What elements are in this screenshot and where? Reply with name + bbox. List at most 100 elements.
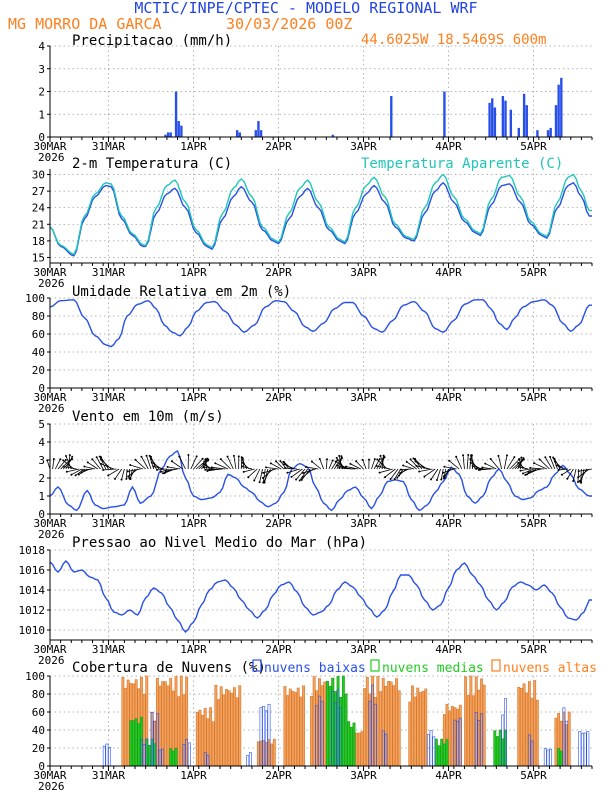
wind-vector-head bbox=[102, 469, 104, 471]
cloud-bar-nuvens-altas bbox=[122, 677, 124, 766]
wind-vector-head bbox=[520, 457, 522, 459]
wind-vector-head bbox=[69, 454, 71, 456]
wind-vector-head bbox=[279, 460, 281, 462]
cloud-bar-nuvens-altas bbox=[265, 742, 267, 766]
wind-vector-head bbox=[448, 460, 450, 462]
precip-bar bbox=[257, 121, 259, 137]
cloud-bar-nuvens-altas bbox=[201, 715, 203, 766]
wind-vector-head bbox=[167, 466, 169, 468]
legend-mid-swatch bbox=[371, 660, 379, 671]
precip-bar bbox=[510, 110, 512, 137]
cloud-bar-nuvens-baixas bbox=[108, 747, 110, 766]
cloud-bar-nuvens-altas bbox=[186, 677, 188, 766]
x-tick-label: 4APR bbox=[435, 266, 462, 279]
cloud-bar-nuvens-altas bbox=[183, 695, 185, 766]
precip-bar bbox=[502, 96, 504, 137]
cloud-bar-nuvens-altas bbox=[369, 694, 371, 766]
precip-bar bbox=[180, 126, 182, 137]
wind-vector-head bbox=[526, 473, 528, 475]
temp-title: 2-m Temperatura (C) bbox=[72, 156, 232, 172]
cloud-bar-nuvens-baixas bbox=[247, 755, 249, 766]
x-tick-label: 1APR bbox=[180, 391, 207, 404]
wind-vector-head bbox=[127, 475, 129, 477]
wind-vector-head bbox=[430, 478, 432, 480]
wind-vector-head bbox=[253, 480, 255, 482]
wind-vector-head bbox=[418, 470, 420, 472]
wind-vector-head bbox=[467, 454, 469, 456]
wind-vector-head bbox=[558, 469, 560, 471]
wind-vector-head bbox=[153, 465, 155, 467]
cloud-bar-nuvens-baixas bbox=[430, 731, 432, 766]
cloud-bar-nuvens-altas bbox=[209, 708, 211, 766]
cloud-bar-nuvens-medias bbox=[175, 748, 177, 766]
x-tick-label: 3APR bbox=[350, 643, 377, 656]
wind-vector-head bbox=[208, 469, 210, 471]
legend-low-label: nuvens baixas bbox=[264, 661, 366, 676]
wind-vector bbox=[401, 469, 411, 470]
x-tick-label: 31MAR bbox=[92, 391, 125, 404]
cloud-bar-nuvens-altas bbox=[387, 681, 389, 766]
precip-bar bbox=[523, 94, 525, 137]
x-tick-label: 2APR bbox=[265, 391, 292, 404]
y-tick-label: 3 bbox=[38, 454, 45, 467]
cloud-bar-nuvens-altas bbox=[292, 691, 294, 766]
wind-vector bbox=[103, 469, 116, 470]
y-tick-label: 40 bbox=[32, 724, 45, 737]
wind-vector-head bbox=[160, 471, 162, 473]
wind-vector-head bbox=[66, 471, 68, 473]
wind-vector-head bbox=[423, 475, 425, 477]
wind-vector-head bbox=[226, 456, 228, 458]
cloud-bar-nuvens-altas bbox=[451, 706, 453, 766]
x-tick-label: 3APR bbox=[350, 769, 377, 782]
wind-vector-head bbox=[340, 455, 342, 457]
y-tick-label: 80 bbox=[32, 310, 45, 323]
y-tick-label: 24 bbox=[32, 202, 46, 215]
wind-vector-head bbox=[196, 455, 198, 457]
wind-vector-head bbox=[242, 457, 244, 459]
wind-vector bbox=[419, 469, 432, 471]
wind-vector-head bbox=[518, 466, 520, 468]
wind-vector-head bbox=[399, 472, 401, 474]
wind-vector-head bbox=[78, 474, 80, 476]
x-tick-label: 3APR bbox=[350, 391, 377, 404]
cloud-bar-nuvens-baixas bbox=[547, 750, 549, 766]
x-tick-label: 1APR bbox=[180, 517, 207, 530]
cloud-bar-nuvens-altas bbox=[526, 693, 528, 766]
wind-vector bbox=[108, 469, 119, 476]
cloud-bar-nuvens-altas bbox=[563, 712, 565, 766]
cloud-bar-nuvens-altas bbox=[284, 686, 286, 766]
wind-vector bbox=[573, 469, 576, 481]
cloud-bar-nuvens-altas bbox=[178, 697, 180, 766]
wind-vector bbox=[363, 460, 366, 469]
wind-vector-head bbox=[379, 455, 381, 457]
cloud-bar-nuvens-altas bbox=[528, 681, 530, 766]
wind-vector-head bbox=[398, 475, 400, 477]
wind-vector-head bbox=[127, 470, 129, 472]
cloud-bar-nuvens-altas bbox=[385, 686, 387, 766]
wind-vector-head bbox=[469, 458, 471, 460]
cloud-bar-nuvens-altas bbox=[289, 689, 291, 766]
x-tick-label: 3APR bbox=[350, 517, 377, 530]
precip-bar bbox=[260, 130, 262, 137]
wind-vector-head bbox=[291, 476, 293, 478]
wind-vector-head bbox=[484, 463, 486, 465]
precip-bar bbox=[526, 105, 528, 137]
cloud-bar-nuvens-altas bbox=[271, 744, 273, 766]
wind-vector-head bbox=[65, 455, 67, 457]
precip-bar bbox=[175, 92, 177, 138]
cloud-bar-nuvens-altas bbox=[310, 696, 312, 766]
wind-vector-head bbox=[544, 456, 546, 458]
cloud-bar-nuvens-medias bbox=[326, 681, 328, 766]
wind-vector-head bbox=[522, 473, 524, 475]
wind-vector-head bbox=[284, 467, 286, 469]
wind-vector-head bbox=[561, 474, 563, 476]
cloud-bar-nuvens-altas bbox=[472, 696, 474, 766]
cloud-bar-nuvens-medias bbox=[499, 730, 501, 766]
cloud-bar-nuvens-altas bbox=[518, 687, 520, 766]
x-year-label: 2026 bbox=[38, 654, 65, 667]
wind-vector-head bbox=[204, 458, 206, 460]
wind-vector-head bbox=[202, 463, 204, 465]
wind-vector-head bbox=[480, 469, 482, 471]
cloud-bar-nuvens-medias bbox=[494, 731, 496, 766]
